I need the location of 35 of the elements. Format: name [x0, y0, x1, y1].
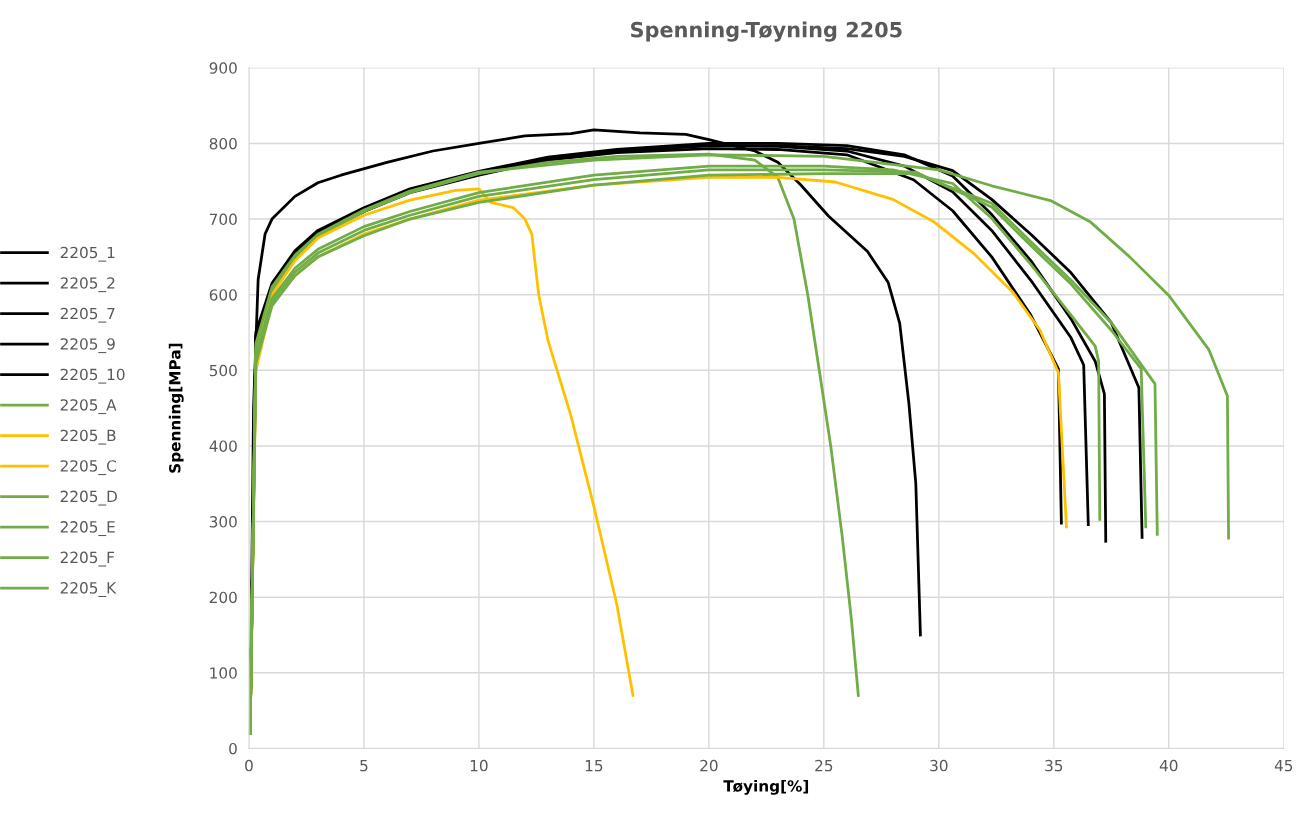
- legend-label: 2205_F: [60, 551, 115, 567]
- legend-label: 2205_D: [60, 490, 117, 506]
- y-tick-label: 600: [209, 289, 237, 301]
- y-tick-label: 0: [229, 742, 237, 755]
- x-tick-label: 40: [1159, 759, 1178, 772]
- legend-label: 2205_A: [60, 399, 117, 415]
- x-tick-label: 0: [245, 759, 253, 772]
- legend-label: 2205_7: [60, 307, 115, 323]
- x-tick-label: 5: [360, 760, 368, 772]
- y-tick-label: 300: [209, 516, 237, 528]
- legend-label: 2205_B: [60, 429, 116, 445]
- y-tick-label: 900: [209, 62, 237, 74]
- legend-label: 2205_E: [60, 521, 115, 537]
- y-tick-label: 100: [210, 667, 237, 679]
- x-tick-label: 15: [585, 760, 603, 772]
- legend-label: 2205_9: [60, 338, 115, 354]
- chart-title: Spenning-Tøyning 2205: [631, 21, 902, 42]
- x-tick-label: 45: [1274, 760, 1293, 772]
- y-tick-label: 700: [209, 213, 237, 226]
- x-tick-label: 35: [1045, 759, 1063, 772]
- x-tick-label: 30: [930, 759, 948, 772]
- y-tick-label: 200: [209, 591, 237, 604]
- legend-label: 2205_2: [60, 277, 115, 293]
- y-axis-title: Spenning[MPa]: [168, 343, 184, 473]
- legend-label: 2205_K: [60, 582, 117, 598]
- y-tick-label: 500: [209, 364, 237, 377]
- x-axis-title: Tøying[%]: [723, 779, 809, 795]
- y-tick-label: 800: [209, 137, 237, 150]
- x-tick-label: 20: [700, 759, 718, 772]
- y-tick-label: 400: [209, 440, 237, 452]
- legend-label: 2205_1: [60, 246, 115, 262]
- legend-label: 2205_C: [60, 460, 116, 476]
- x-tick-label: 10: [470, 759, 488, 772]
- x-tick-label: 25: [815, 759, 833, 772]
- legend-label: 2205_10: [60, 368, 125, 384]
